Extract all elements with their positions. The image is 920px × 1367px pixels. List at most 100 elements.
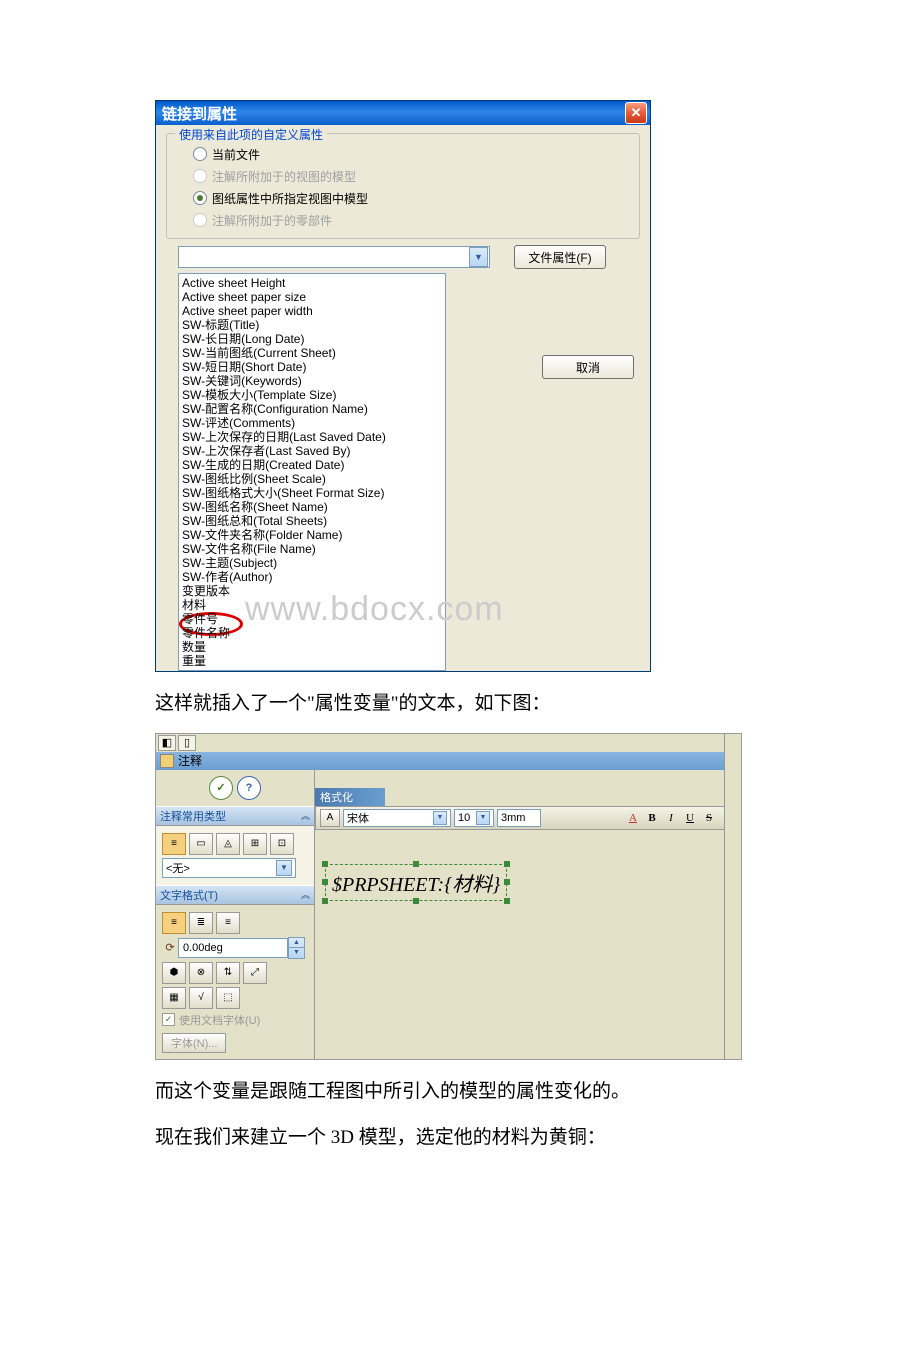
note-text-frame[interactable]: $PRPSHEET:{材料}: [325, 864, 507, 901]
list-item[interactable]: 数量: [182, 640, 442, 654]
property-listbox[interactable]: Active sheet HeightActive sheet paper si…: [178, 273, 446, 671]
bold-icon[interactable]: B: [644, 810, 660, 826]
radio-label: 当前文件: [212, 146, 260, 163]
list-item[interactable]: SW-图纸比例(Sheet Scale): [182, 472, 442, 486]
angle-field[interactable]: 0.00deg: [178, 938, 288, 958]
format-icon[interactable]: √: [189, 987, 213, 1009]
titlebar: 链接到属性 ✕: [156, 101, 650, 125]
list-item[interactable]: SW-短日期(Short Date): [182, 360, 442, 374]
file-properties-button[interactable]: 文件属性(F): [514, 245, 606, 269]
paragraph: 现在我们来建立一个 3D 模型，选定他的材料为黄铜：: [155, 1124, 765, 1153]
chevron-down-icon[interactable]: ▼: [276, 860, 292, 876]
scrollbar[interactable]: [724, 734, 741, 1059]
font-color-icon[interactable]: A: [625, 810, 641, 826]
property-panel: ✓ ? 注释常用类型︽ ≡ ▭ ◬ ⊞ ⊡ <无>▼ 文字格式(T) ︽: [156, 770, 315, 1059]
format-icon[interactable]: ⬢: [162, 962, 186, 984]
section-header[interactable]: 文字格式(T) ︽: [156, 885, 314, 905]
list-item[interactable]: Active sheet Height: [182, 276, 442, 290]
note-type-icon[interactable]: ▭: [189, 833, 213, 855]
ok-button[interactable]: ✓: [209, 776, 233, 800]
help-button[interactable]: ?: [237, 776, 261, 800]
panel-title: 注释: [178, 752, 202, 769]
list-item[interactable]: SW-生成的日期(Created Date): [182, 458, 442, 472]
canvas-area: 格式化 A 宋体▼ 10▼ 3mm A B I U S ≡: [315, 770, 741, 1059]
format-toolbar: A 宋体▼ 10▼ 3mm A B I U S ≡: [315, 806, 741, 830]
use-doc-font-checkbox: ✓使用文档字体(U): [162, 1012, 308, 1028]
radio-label: 注解所附加于的零部件: [212, 212, 332, 229]
list-item[interactable]: SW-标题(Title): [182, 318, 442, 332]
list-item[interactable]: 零件号: [182, 612, 442, 626]
style-dropdown[interactable]: <无>▼: [162, 858, 296, 878]
list-item[interactable]: SW-图纸格式大小(Sheet Format Size): [182, 486, 442, 500]
format-icon[interactable]: ▦: [162, 987, 186, 1009]
panel-header: 注释: [156, 752, 741, 770]
list-item[interactable]: SW-配置名称(Configuration Name): [182, 402, 442, 416]
underline-icon[interactable]: U: [682, 810, 698, 826]
chevron-down-icon[interactable]: ▼: [469, 247, 488, 267]
chevron-down-icon[interactable]: ▼: [476, 811, 490, 825]
list-item[interactable]: SW-长日期(Long Date): [182, 332, 442, 346]
list-item[interactable]: Active sheet paper width: [182, 304, 442, 318]
list-item[interactable]: SW-图纸总和(Total Sheets): [182, 514, 442, 528]
list-item[interactable]: 变更版本: [182, 584, 442, 598]
note-type-icon[interactable]: ⊞: [243, 833, 267, 855]
chevron-down-icon[interactable]: ▼: [433, 811, 447, 825]
note-type-icon[interactable]: ◬: [216, 833, 240, 855]
dropdown-value: 宋体: [347, 810, 369, 826]
align-right-icon[interactable]: ≡: [216, 912, 240, 934]
list-item[interactable]: SW-作者(Author): [182, 570, 442, 584]
list-item[interactable]: SW-主题(Subject): [182, 556, 442, 570]
link-to-property-dialog: 链接到属性 ✕ 使用来自此项的自定义属性 当前文件 注解所附加于的视图的模型 图…: [155, 100, 651, 672]
font-size-dropdown[interactable]: 10▼: [454, 809, 494, 827]
paragraph: 这样就插入了一个"属性变量"的文本，如下图：: [155, 690, 765, 719]
list-item[interactable]: 零件名称: [182, 626, 442, 640]
radio-label: 图纸属性中所指定视图中模型: [212, 190, 368, 207]
tab-strip: ◧ ▯: [156, 734, 741, 752]
list-item[interactable]: SW-评述(Comments): [182, 416, 442, 430]
cancel-button[interactable]: 取消: [542, 355, 634, 379]
chevron-up-icon[interactable]: ︽: [301, 809, 310, 822]
dropdown-value: 3mm: [501, 812, 525, 824]
property-combo[interactable]: ▼: [178, 246, 490, 268]
note-text[interactable]: $PRPSHEET:{材料}: [332, 874, 500, 896]
format-icon[interactable]: ⤢: [243, 962, 267, 984]
italic-icon[interactable]: I: [663, 810, 679, 826]
radio-sheet-model[interactable]: 图纸属性中所指定视图中模型: [193, 188, 627, 208]
list-item[interactable]: Active sheet paper size: [182, 290, 442, 304]
list-item[interactable]: SW-文件名称(File Name): [182, 542, 442, 556]
dialog-title: 链接到属性: [162, 103, 237, 124]
checkbox-label: 使用文档字体(U): [179, 1012, 260, 1028]
list-item[interactable]: SW-关键词(Keywords): [182, 374, 442, 388]
list-item[interactable]: SW-文件夹名称(Folder Name): [182, 528, 442, 542]
angle-spinner[interactable]: ⟳ 0.00deg ▲▼: [162, 937, 308, 959]
strike-icon[interactable]: S: [701, 810, 717, 826]
format-icon[interactable]: ⇅: [216, 962, 240, 984]
note-type-icon[interactable]: ⊡: [270, 833, 294, 855]
close-icon[interactable]: ✕: [625, 102, 647, 124]
format-bar-title: 格式化: [315, 788, 385, 806]
font-name-dropdown[interactable]: 宋体 ▼: [343, 809, 451, 827]
section-label: 文字格式(T): [160, 887, 218, 903]
chevron-up-icon[interactable]: ︽: [301, 888, 310, 901]
section-header[interactable]: 注释常用类型︽: [156, 806, 314, 826]
list-item[interactable]: 重量: [182, 654, 442, 668]
list-item[interactable]: 材料: [182, 598, 442, 612]
format-icon[interactable]: A: [320, 809, 340, 827]
align-left-icon[interactable]: ≡: [162, 912, 186, 934]
tab-icon[interactable]: ▯: [178, 735, 196, 751]
list-item[interactable]: SW-当前图纸(Current Sheet): [182, 346, 442, 360]
note-type-icon[interactable]: ≡: [162, 833, 186, 855]
groupbox-legend: 使用来自此项的自定义属性: [175, 126, 327, 143]
list-item[interactable]: SW-图纸名称(Sheet Name): [182, 500, 442, 514]
align-center-icon[interactable]: ≣: [189, 912, 213, 934]
radio-current-file[interactable]: 当前文件: [193, 144, 627, 164]
tab-icon[interactable]: ◧: [158, 735, 176, 751]
list-item[interactable]: SW-模板大小(Template Size): [182, 388, 442, 402]
list-item[interactable]: SW-上次保存者(Last Saved By): [182, 444, 442, 458]
paragraph: 而这个变量是跟随工程图中所引入的模型的属性变化的。: [155, 1078, 765, 1107]
format-icon[interactable]: ⬚: [216, 987, 240, 1009]
list-item[interactable]: SW-上次保存的日期(Last Saved Date): [182, 430, 442, 444]
format-icon[interactable]: ⊗: [189, 962, 213, 984]
spinner-buttons[interactable]: ▲▼: [288, 937, 305, 959]
unit-dropdown[interactable]: 3mm: [497, 809, 541, 827]
